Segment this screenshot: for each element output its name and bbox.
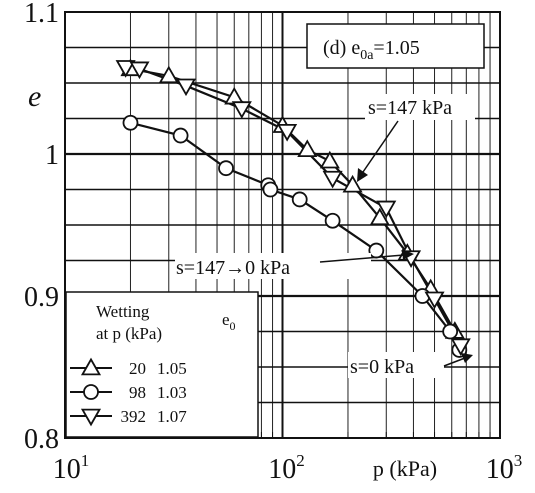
annotations: s=147 kPa s=147→0 kPa s=0 kPa — [175, 94, 475, 378]
data-point-circle — [218, 160, 234, 177]
legend-entry-triangle-up: 20 1.05 — [70, 357, 187, 378]
legend-column-header-subscript: 0 — [230, 319, 236, 333]
data-point-triangle-down — [175, 78, 197, 97]
data-point-circle — [324, 212, 341, 229]
x-tick-base: 10 — [486, 454, 514, 485]
data-point-triangle-down — [450, 338, 471, 357]
legend-marker-triangle-up — [80, 357, 102, 376]
y-axis-label: e — [28, 80, 41, 113]
panel-label-prefix: (d) e — [323, 37, 360, 59]
annotation-arrowhead — [357, 168, 368, 182]
data-point-triangle-down — [231, 101, 252, 119]
data-point-triangle-down — [376, 200, 397, 219]
data-point-circle — [172, 127, 189, 144]
legend-entry-p: 20 — [129, 359, 146, 378]
data-point-triangle-down — [277, 124, 298, 142]
panel-label-subscript: 0a — [360, 48, 374, 63]
data-point-triangle-down — [424, 291, 445, 310]
data-point-triangle-up — [342, 174, 363, 193]
legend-entry-triangle-down: 392 1.07 — [70, 407, 187, 427]
legend-entry-e0: 1.05 — [157, 359, 187, 378]
legend-entry-p: 98 — [129, 383, 146, 402]
legend: Wetting e0 at p (kPa) 20 1.05 98 1.03 39… — [65, 291, 259, 438]
data-point-triangle-down — [115, 60, 136, 78]
legend-entry-circle: 98 1.03 — [70, 383, 187, 402]
panel-label-text: (d) e0a=1.05 — [323, 37, 420, 63]
panel-label-value: =1.05 — [373, 37, 419, 59]
x-tick-label-10-1: 101 — [53, 451, 90, 485]
data-point-triangle-up — [369, 207, 390, 226]
data-point-triangle-up — [158, 65, 179, 84]
data-point-triangle-down — [129, 61, 150, 80]
panel-label: (d) e0a=1.05 — [306, 23, 485, 69]
x-tick-base: 10 — [268, 454, 296, 485]
data-point-triangle-up — [297, 139, 318, 158]
x-tick-label-10-2: 102 — [268, 451, 305, 485]
x-tick-exponent: 1 — [81, 451, 90, 470]
legend-subtitle: at p (kPa) — [96, 324, 162, 343]
legend-title: Wetting — [96, 302, 150, 321]
legend-marker-shape — [80, 357, 102, 376]
data-point-circle — [291, 191, 308, 208]
legend-entry-p: 392 — [121, 407, 147, 426]
data-point-circle — [442, 323, 459, 340]
x-tick-base: 10 — [53, 454, 81, 485]
annotation-s0: s=0 kPa — [350, 356, 414, 378]
y-tick-label-1.1: 1.1 — [24, 0, 59, 29]
legend-entry-e0: 1.03 — [157, 383, 187, 402]
annotation-s147-to-0: s=147→0 kPa — [176, 257, 290, 279]
data-point-circle — [122, 114, 139, 131]
annotation-arrowhead — [461, 353, 473, 363]
panel-label-box — [306, 23, 485, 69]
x-tick-exponent: 2 — [296, 451, 305, 470]
legend-entry-e0: 1.07 — [157, 407, 187, 426]
annotation-s147: s=147 kPa — [368, 97, 452, 119]
annotation-arrow — [362, 120, 399, 173]
annotation-arrow — [319, 254, 405, 263]
data-point-triangle-down — [322, 170, 343, 189]
annotation-background — [348, 352, 444, 378]
data-point-triangle-up — [319, 150, 340, 169]
legend-marker-triangle-down — [80, 408, 102, 427]
y-tick-label-0.9: 0.9 — [24, 282, 59, 313]
legend-column-header-letter: e — [222, 310, 230, 329]
x-axis-label: p (kPa) — [373, 456, 437, 481]
annotation-arrowhead — [402, 249, 414, 260]
data-point-circle — [262, 181, 279, 198]
markers — [115, 58, 471, 358]
annotation-arrow — [443, 357, 466, 367]
legend-column-header: e0 — [222, 310, 236, 333]
plot-frame — [64, 11, 501, 439]
x-tick-label-10-3: 103 — [486, 451, 523, 485]
x-tick-exponent: 3 — [514, 451, 523, 470]
annotation-background — [175, 253, 371, 279]
legend-marker-shape — [83, 384, 99, 400]
legend-marker-shape — [80, 408, 102, 427]
legend-marker-circle — [83, 384, 99, 400]
data-point-circle — [368, 242, 385, 259]
annotation-background — [365, 94, 475, 120]
y-tick-label-0.8: 0.8 — [24, 424, 59, 455]
y-tick-label-1: 1 — [45, 140, 59, 171]
